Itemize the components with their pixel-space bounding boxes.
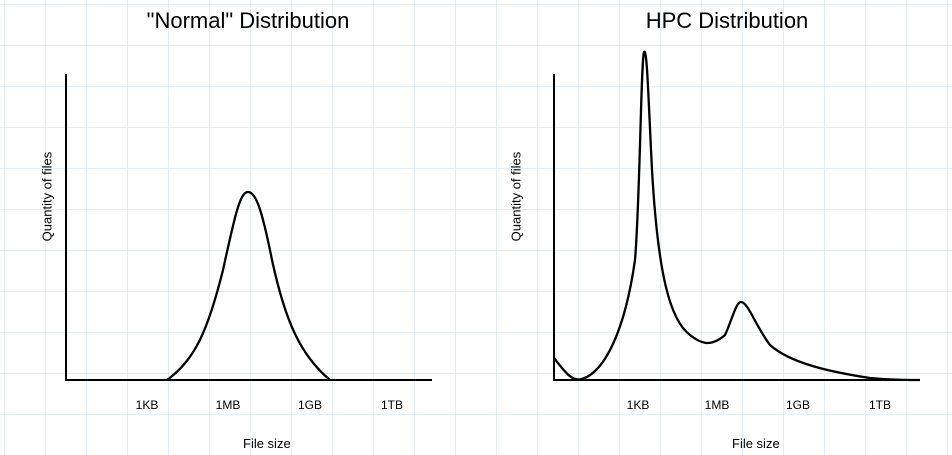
hpc-chart-title: HPC Distribution xyxy=(645,8,809,33)
normal-tick-1kb: 1KB xyxy=(135,398,159,412)
normal-x-axis-label: File size xyxy=(243,436,291,451)
hpc-tick-1tb: 1TB xyxy=(868,398,892,412)
normal-tick-1mb: 1MB xyxy=(215,398,241,412)
normal-distribution-plot xyxy=(65,74,432,381)
hpc-tick-1gb: 1GB xyxy=(785,398,811,412)
normal-distribution-curve xyxy=(166,190,331,381)
hpc-distribution-panel: HPC Distribution Quantity of files 1KB 1… xyxy=(490,0,952,455)
normal-chart-title: "Normal" Distribution xyxy=(146,8,350,33)
normal-distribution-panel: "Normal" Distribution Quantity of files … xyxy=(40,8,432,451)
normal-tick-1gb: 1GB xyxy=(297,398,323,412)
hpc-x-axis-label: File size xyxy=(732,436,780,451)
hpc-distribution-plot xyxy=(553,50,921,382)
hpc-tick-1kb: 1KB xyxy=(626,398,650,412)
hpc-distribution-curve xyxy=(553,50,921,382)
hpc-tick-1mb: 1MB xyxy=(704,398,730,412)
normal-tick-1tb: 1TB xyxy=(380,398,404,412)
